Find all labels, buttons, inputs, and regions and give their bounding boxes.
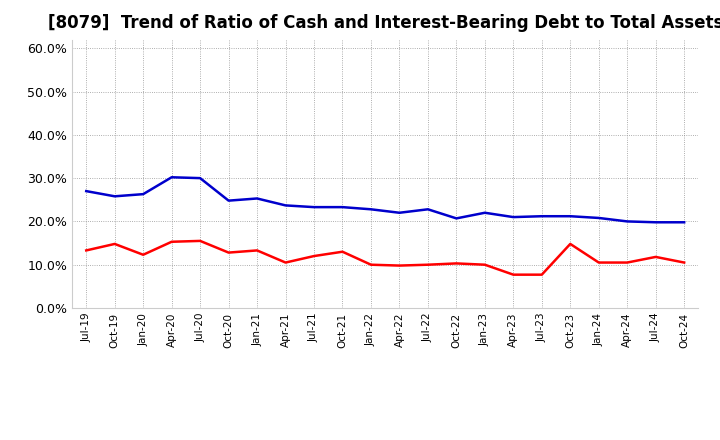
Cash xyxy=(509,272,518,277)
Cash xyxy=(537,272,546,277)
Cash xyxy=(366,262,375,268)
Cash xyxy=(395,263,404,268)
Cash xyxy=(139,252,148,257)
Interest-Bearing Debt xyxy=(139,191,148,197)
Line: Cash: Cash xyxy=(86,241,684,275)
Interest-Bearing Debt xyxy=(509,214,518,220)
Interest-Bearing Debt xyxy=(167,175,176,180)
Cash xyxy=(310,253,318,259)
Interest-Bearing Debt xyxy=(652,220,660,225)
Cash xyxy=(652,254,660,260)
Cash xyxy=(225,250,233,255)
Cash xyxy=(595,260,603,265)
Interest-Bearing Debt xyxy=(680,220,688,225)
Interest-Bearing Debt xyxy=(480,210,489,216)
Cash xyxy=(566,241,575,246)
Cash xyxy=(423,262,432,268)
Cash xyxy=(253,248,261,253)
Cash xyxy=(480,262,489,268)
Interest-Bearing Debt xyxy=(595,215,603,220)
Interest-Bearing Debt xyxy=(82,188,91,194)
Title: [8079]  Trend of Ratio of Cash and Interest-Bearing Debt to Total Assets: [8079] Trend of Ratio of Cash and Intere… xyxy=(48,15,720,33)
Line: Interest-Bearing Debt: Interest-Bearing Debt xyxy=(86,177,684,222)
Interest-Bearing Debt xyxy=(110,194,119,199)
Cash xyxy=(82,248,91,253)
Interest-Bearing Debt xyxy=(366,207,375,212)
Interest-Bearing Debt xyxy=(452,216,461,221)
Cash xyxy=(167,239,176,244)
Cash xyxy=(110,241,119,246)
Interest-Bearing Debt xyxy=(566,213,575,219)
Interest-Bearing Debt xyxy=(282,203,290,208)
Interest-Bearing Debt xyxy=(423,207,432,212)
Legend: Cash, Interest-Bearing Debt: Cash, Interest-Bearing Debt xyxy=(231,437,539,440)
Interest-Bearing Debt xyxy=(196,176,204,181)
Cash xyxy=(623,260,631,265)
Cash xyxy=(680,260,688,265)
Interest-Bearing Debt xyxy=(395,210,404,216)
Interest-Bearing Debt xyxy=(310,205,318,210)
Interest-Bearing Debt xyxy=(225,198,233,203)
Interest-Bearing Debt xyxy=(338,205,347,210)
Interest-Bearing Debt xyxy=(537,213,546,219)
Cash xyxy=(282,260,290,265)
Cash xyxy=(452,261,461,266)
Cash xyxy=(338,249,347,254)
Interest-Bearing Debt xyxy=(623,219,631,224)
Interest-Bearing Debt xyxy=(253,196,261,201)
Cash xyxy=(196,238,204,244)
